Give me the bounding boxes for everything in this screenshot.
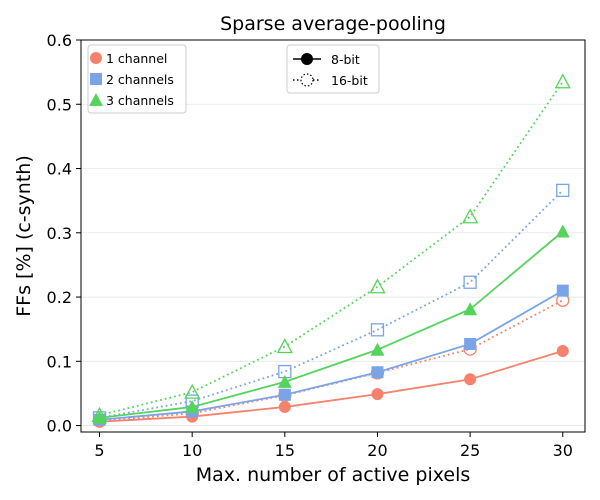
data-point-square [371,366,384,379]
y-axis-label: FFs [%] (c-synth) [13,155,35,317]
legend-precision-label-16bit: 16-bit [331,73,368,88]
data-point-circle [278,400,291,413]
x-tick-label: 25 [460,441,480,460]
legend-circle-marker [90,52,102,64]
y-tick-label: 0.6 [47,31,72,50]
data-point-triangle [91,406,108,422]
data-point-triangle [92,410,107,424]
y-tick-label: 0.1 [47,352,72,371]
x-tick-label: 20 [367,441,387,460]
data-point-square [278,388,291,401]
series-line [99,81,564,417]
data-point-square [464,337,477,350]
data-point-circle [556,345,569,358]
legend-channels-label-2: 2 channels [106,72,174,87]
x-axis-label: Max. number of active pixels [196,464,471,486]
data-point-triangle [277,374,292,388]
y-tick-label: 0.2 [47,288,72,307]
x-tick-label: 10 [182,441,202,460]
data-point-triangle [370,342,385,356]
series-3ch-8-bit [92,224,570,424]
series-line [99,299,564,422]
x-tick-label: 5 [94,441,104,460]
y-tick-label: 0.0 [47,417,72,436]
data-point-triangle [554,73,571,89]
x-tick-label: 15 [275,441,295,460]
legend-channels-label-1: 1 channel [106,51,167,66]
plot-frame [80,39,586,433]
data-point-triangle [462,208,479,224]
series-line [99,189,564,419]
legend-filled-circle-marker [301,53,313,65]
data-point-square [556,284,569,297]
x-tick-label: 30 [553,441,573,460]
legend-triangle-marker [89,93,103,106]
data-point-triangle [184,383,201,399]
data-point-circle [371,388,384,401]
data-point-triangle [185,399,200,413]
series-layer [91,73,571,428]
series-line [99,230,564,419]
chart-title: Sparse average-pooling [220,13,446,35]
ticks: 0.0 0.1 0.2 0.3 0.4 0.5 0.6 5 10 15 20 25 30 [47,31,573,460]
y-tick-label: 0.3 [47,224,72,243]
legend-precision: 8-bit 16-bit [286,44,380,94]
data-point-triangle [555,224,570,238]
y-tick-label: 0.5 [47,95,72,114]
legend-square-marker [90,73,102,85]
data-point-square [556,183,570,198]
legend-channels-label-3: 3 channels [106,93,174,108]
series-3ch-16-bit [91,73,571,422]
data-point-triangle [276,338,293,354]
data-point-triangle [463,302,478,316]
data-point-circle [464,373,477,386]
legend-channels-box [87,44,187,114]
legend-precision-label-8bit: 8-bit [331,52,360,67]
data-point-square [370,323,385,337]
legend-hollow-circle-marker [300,73,314,87]
data-point-square [463,275,477,289]
legend-channels: 1 channel 2 channels 3 channels [87,44,187,114]
y-tick-label: 0.4 [47,160,72,179]
series-line [99,350,564,423]
series-line [99,289,564,421]
data-point-triangle [369,278,386,294]
